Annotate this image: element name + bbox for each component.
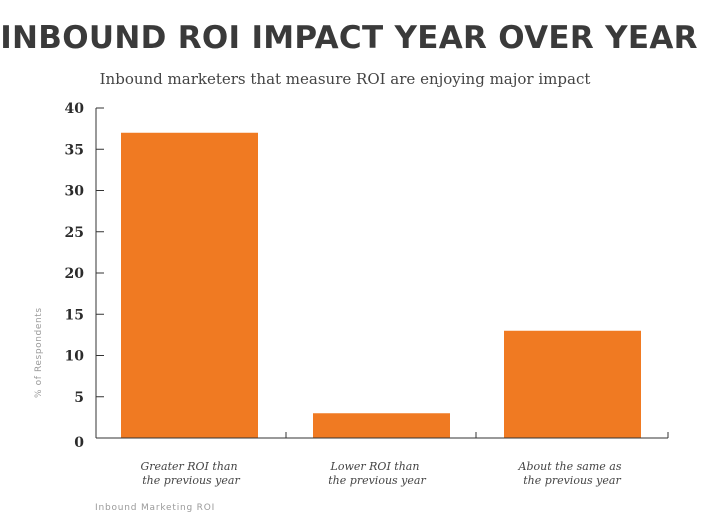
x-category-label: Lower ROI than bbox=[330, 460, 420, 473]
bar bbox=[504, 330, 641, 438]
footer-source: Inbound Marketing ROI bbox=[95, 503, 216, 513]
y-tick-label: 40 bbox=[65, 101, 85, 117]
bars bbox=[121, 132, 641, 438]
y-tick-label: 10 bbox=[65, 349, 85, 365]
y-tick-label: 35 bbox=[65, 142, 84, 158]
x-category-label: the previous year bbox=[523, 474, 621, 487]
bar bbox=[313, 413, 450, 438]
y-tick-label: 20 bbox=[65, 266, 85, 282]
x-category-label: About the same as bbox=[518, 460, 622, 473]
x-category-label: the previous year bbox=[142, 474, 240, 487]
y-tick-label: 25 bbox=[65, 225, 84, 241]
chart-title: INBOUND ROI IMPACT YEAR OVER YEAR bbox=[0, 20, 698, 56]
x-category-label: Greater ROI than bbox=[140, 460, 237, 473]
x-category-label: the previous year bbox=[328, 474, 426, 487]
y-tick-label: 0 bbox=[74, 435, 84, 451]
chart-subtitle: Inbound marketers that measure ROI are e… bbox=[99, 70, 591, 88]
y-axis-ticks: 0 5 10 15 20 25 30 35 40 bbox=[65, 101, 104, 451]
y-tick-label: 5 bbox=[74, 390, 84, 406]
axes bbox=[95, 108, 669, 439]
y-tick-label: 15 bbox=[65, 307, 84, 323]
y-tick-label: 30 bbox=[65, 184, 85, 200]
bar bbox=[121, 132, 258, 438]
